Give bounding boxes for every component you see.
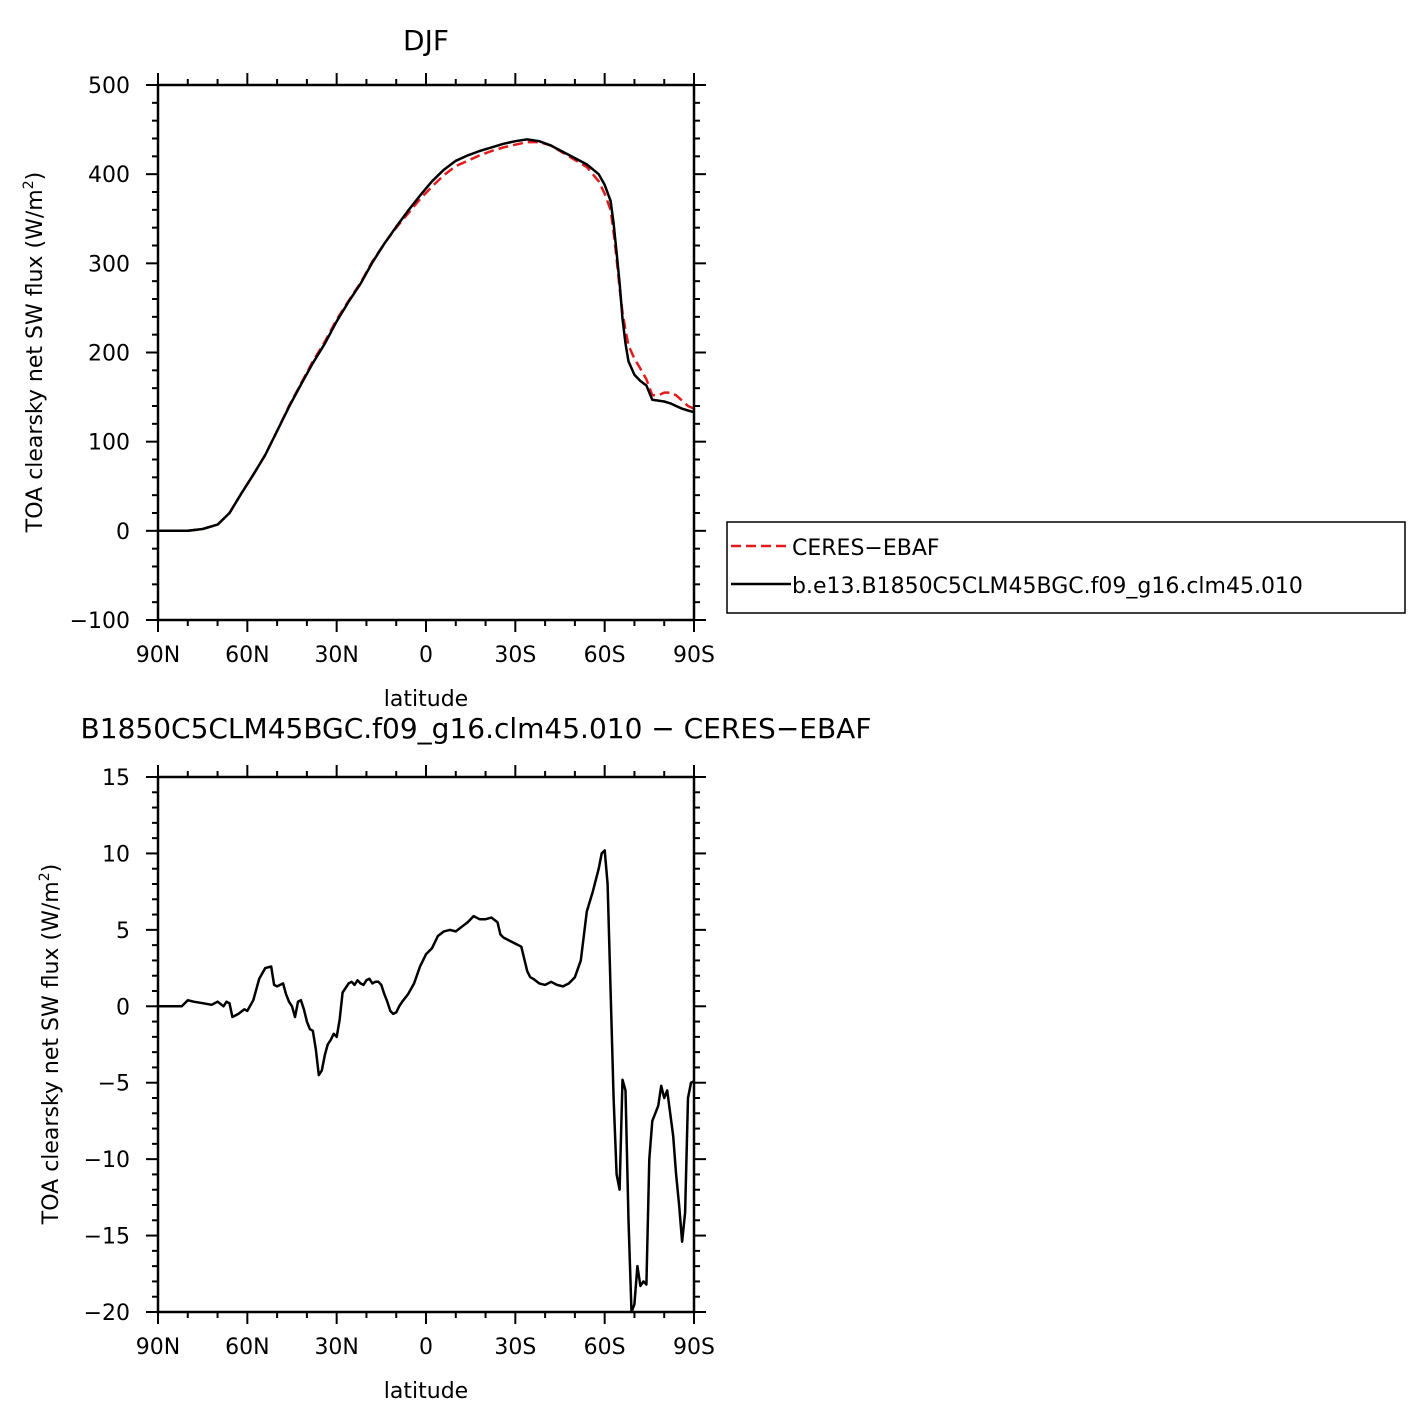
- bottom-x-tick-label: 30S: [494, 1335, 536, 1360]
- bottom-y-axis-label: TOA clearsky net SW flux (W/m2): [37, 864, 64, 1225]
- top-y-tick-label: −100: [70, 609, 130, 634]
- bottom-y-axis-label-close: ): [39, 864, 64, 873]
- bottom-y-axis-label-main: TOA clearsky net SW flux (W/m: [39, 881, 64, 1225]
- bottom-x-tick-label: 60N: [225, 1335, 269, 1360]
- legend: CERES−EBAF b.e13.B1850C5CLM45BGC.f09_g16…: [726, 521, 1406, 614]
- bottom-panel: B1850C5CLM45BGC.f09_g16.clm45.010 − CERE…: [37, 712, 871, 1404]
- bottom-series-group: [158, 849, 695, 1314]
- bottom-tick-labels: 90N 60N 30N 0 30S 60S 90S −20 −15 −10 −5 0 5 10 15: [84, 766, 715, 1360]
- top-y-axis-label: TOA clearsky net SW flux (W/m2): [21, 172, 48, 533]
- top-ceres-series-line: [158, 140, 695, 533]
- top-x-tick-label: 90N: [136, 643, 180, 668]
- bottom-y-axis-label-superscript: 2: [37, 872, 53, 881]
- legend-box: [726, 521, 1406, 614]
- top-panel: DJF 90N 60N 30N 0 30S 60S 90S −100 0 100 200 300 400…: [21, 24, 715, 712]
- top-y-tick-label: 500: [88, 74, 130, 99]
- bottom-y-tick-label: −20: [84, 1301, 130, 1326]
- top-x-tick-label: 60N: [225, 643, 269, 668]
- top-x-tick-label: 60S: [584, 643, 626, 668]
- bottom-x-tick-label: 60S: [584, 1335, 626, 1360]
- top-x-tick-label: 90S: [673, 643, 715, 668]
- legend-label-ceres: CERES−EBAF: [792, 536, 940, 561]
- top-plot-frame: [156, 83, 696, 622]
- top-x-axis-label: latitude: [384, 687, 468, 712]
- top-y-tick-label: 0: [116, 520, 130, 545]
- bottom-y-tick-label: 0: [116, 995, 130, 1020]
- bottom-x-tick-label: 0: [419, 1335, 433, 1360]
- bottom-y-tick-label: −15: [84, 1225, 130, 1250]
- bottom-y-tick-label: 15: [102, 766, 130, 791]
- top-x-tick-label: 30S: [494, 643, 536, 668]
- top-chart-title: DJF: [403, 24, 449, 57]
- legend-label-model: b.e13.B1850C5CLM45BGC.f09_g16.clm45.010: [792, 574, 1303, 599]
- top-x-tick-label: 30N: [314, 643, 358, 668]
- bottom-difference-series-line: [158, 849, 695, 1314]
- top-series-group: [158, 138, 695, 533]
- top-tick-labels: 90N 60N 30N 0 30S 60S 90S −100 0 100 200 300 400 500: [70, 74, 715, 668]
- bottom-y-tick-label: 5: [116, 919, 130, 944]
- top-y-tick-label: 400: [88, 163, 130, 188]
- top-y-axis-label-close: ): [23, 172, 48, 181]
- bottom-chart-title: B1850C5CLM45BGC.f09_g16.clm45.010 − CERE…: [81, 712, 872, 745]
- bottom-tick-marks: [146, 765, 706, 1324]
- bottom-y-tick-label: −10: [84, 1148, 130, 1173]
- bottom-y-tick-label: −5: [98, 1072, 130, 1097]
- top-tick-marks: [146, 73, 706, 632]
- bottom-x-tick-label: 90S: [673, 1335, 715, 1360]
- bottom-x-tick-label: 90N: [136, 1335, 180, 1360]
- top-x-tick-label: 0: [419, 643, 433, 668]
- top-y-tick-label: 200: [88, 342, 130, 367]
- top-y-axis-label-superscript: 2: [21, 180, 37, 189]
- bottom-y-tick-label: 10: [102, 842, 130, 867]
- top-y-tick-label: 300: [88, 252, 130, 277]
- bottom-x-tick-label: 30N: [314, 1335, 358, 1360]
- top-y-axis-label-main: TOA clearsky net SW flux (W/m: [23, 189, 48, 533]
- top-model-series-line: [158, 138, 695, 533]
- bottom-x-axis-label: latitude: [384, 1379, 468, 1404]
- bottom-plot-frame: [156, 775, 696, 1314]
- top-y-tick-label: 100: [88, 431, 130, 456]
